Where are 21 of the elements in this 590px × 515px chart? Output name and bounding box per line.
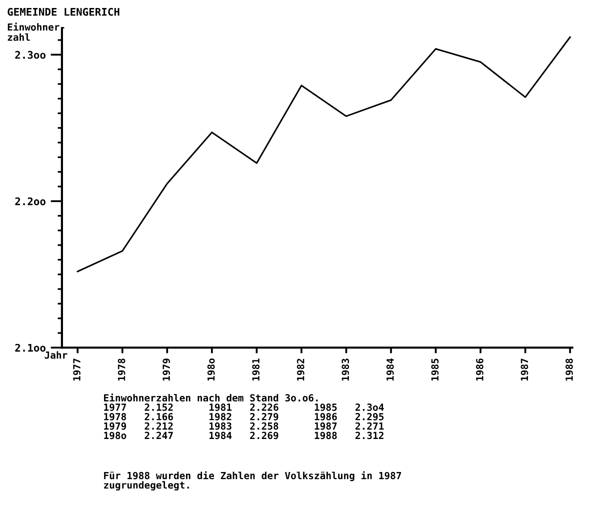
x-tick-label: 1982 [296,358,304,381]
x-tick-label: 1977 [73,358,80,381]
chart-title: GEMEINDE LENGERICH [8,8,120,16]
y-tick-label: 2.3oo [15,50,46,59]
y-axis-title: Einwohner- zahl [8,22,64,41]
y-tick-label: 2.1oo [15,344,46,352]
x-tick-label: 198o [207,358,215,381]
text: Einwohnerzahlen nach dem Stand 3o.o6. 1977 2.152 1981 2.226 1985 2.3o4 1978 2.166 1982 2.279 1986 2.295 1979 2.212 1983 2.258 1987 2.271 198o 2.247 1984 2.269 1988 2.312 [104,393,384,440]
x-tick-label: 1983 [342,358,350,381]
x-tick-label: 1985 [431,358,439,381]
x-tick-label: 1981 [252,358,260,381]
text: Für 1988 wurden die Zahlen der Volkszählung in 1987 zugrundegelegt. [104,471,402,491]
x-tick-label: 1987 [520,358,528,381]
x-tick-label: 1988 [566,358,573,381]
x-tick-label: 1984 [386,358,394,381]
line-series [76,36,571,272]
x-tick-label: 1978 [118,358,126,381]
x-tick-label: 1986 [476,358,484,381]
x-tick-label: 1979 [162,358,170,381]
y-tick-label: 2.2oo [15,197,46,206]
x-axis-title: Jahr [44,351,68,359]
